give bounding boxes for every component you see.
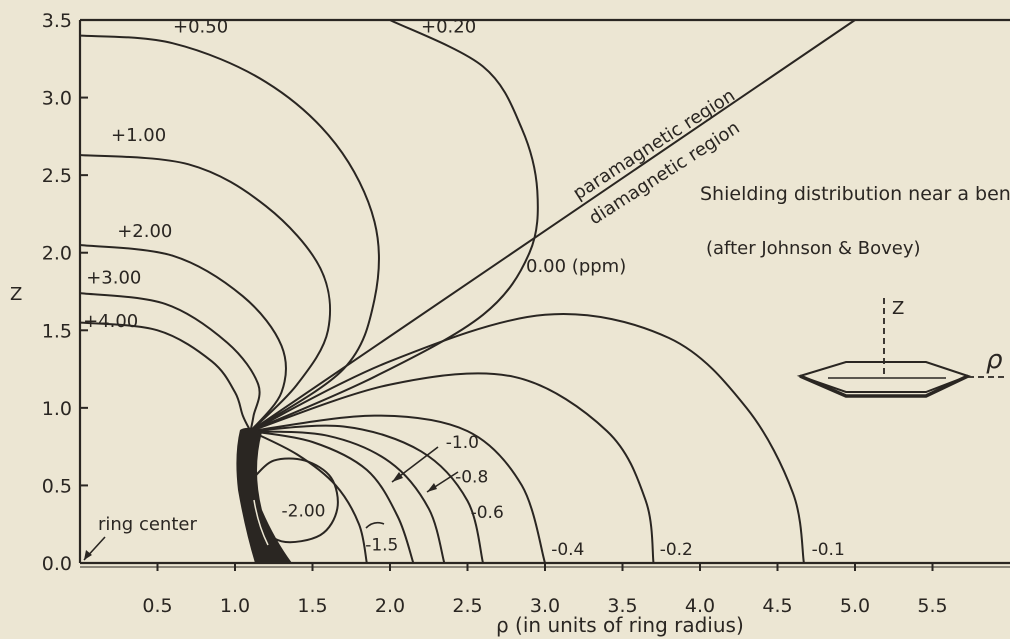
y-tick-label: 0.5 — [42, 475, 72, 497]
contour-line — [79, 321, 252, 432]
leader-minus-1-5 — [365, 521, 385, 529]
x-tick-label: 4.5 — [762, 595, 792, 617]
x-axis-title: ρ (in units of ring radius) — [496, 613, 744, 637]
contour-label: +4.00 — [83, 311, 138, 332]
y-tick-label: 3.0 — [42, 88, 72, 110]
contour-label: -0.4 — [551, 540, 584, 560]
x-tick-label: 5.5 — [917, 595, 947, 617]
inset-ring-bottom — [799, 374, 969, 398]
x-tick-label: 3.5 — [607, 595, 637, 617]
x-tick-label: 3.0 — [530, 595, 560, 617]
contour-line — [250, 414, 546, 564]
contour-curve-group: +0.20 +0.50 +1.00 +2.00 +3.00 +4.00 -0.1 -0.2 -0… — [79, 16, 856, 564]
chart-subtitle: (after Johnson & Bovey) — [706, 238, 921, 259]
leader-minus-1-0-head — [392, 472, 403, 482]
contour-label: -1.5 — [365, 536, 398, 556]
benzene-inset: Z ρ — [796, 298, 1004, 398]
contour-label: -2.00 — [282, 501, 326, 521]
contour-label: +0.20 — [421, 16, 476, 37]
contour-line — [250, 372, 655, 564]
x-tick-label: 1.5 — [297, 595, 327, 617]
ring-center-label: ring center — [98, 514, 197, 535]
x-tick-label: 5.0 — [840, 595, 870, 617]
x-tick-group: 0.5 1.0 1.5 2.0 2.5 3.0 3.5 4.0 4.5 5.0 5.5 — [142, 563, 948, 617]
x-tick-label: 2.0 — [375, 595, 405, 617]
chart-title: Shielding distribution near a benzene ri… — [700, 183, 1010, 205]
contour-line — [250, 313, 805, 564]
contour-line — [249, 19, 856, 432]
ring-center-arrowhead — [84, 550, 92, 560]
contour-line — [250, 430, 446, 564]
contour-line — [250, 424, 484, 564]
contour-label: +2.00 — [117, 221, 172, 242]
inset-z-label: Z — [892, 298, 904, 319]
y-tick-label: 2.5 — [42, 165, 72, 187]
contour-line — [250, 430, 415, 564]
x-tick-label: 2.5 — [452, 595, 482, 617]
zero-contour-label: 0.00 (ppm) — [526, 256, 626, 277]
chart-title-line: Shielding distribution near a benzene ri… — [700, 183, 1010, 205]
contour-label: +0.50 — [173, 16, 228, 37]
contour-line — [79, 292, 261, 432]
contour-line — [79, 34, 380, 432]
contour-label: +3.00 — [86, 268, 141, 289]
inset-rho-label: ρ — [986, 345, 1003, 375]
ring-edge-shading — [236, 427, 292, 563]
y-tick-label: 1.0 — [42, 398, 72, 420]
contour-line — [79, 244, 287, 432]
y-tick-label: 3.5 — [42, 10, 72, 32]
contour-label: -0.8 — [455, 467, 488, 487]
y-axis-title: Z — [10, 284, 22, 305]
ring-edge-highlight — [253, 499, 269, 546]
x-tick-label: 0.5 — [142, 595, 172, 617]
contour-label: -0.2 — [660, 540, 693, 560]
y-tick-label: 1.5 — [42, 320, 72, 342]
contour-line — [79, 154, 332, 432]
y-tick-group: 0.0 0.5 1.0 1.5 2.0 2.5 3.0 3.5 — [42, 10, 88, 575]
y-tick-label: 0.0 — [42, 553, 72, 575]
contour-line — [250, 19, 539, 433]
y-tick-label: 2.0 — [42, 243, 72, 265]
contour-label: -1.0 — [446, 433, 479, 453]
contour-label: -0.1 — [812, 540, 845, 560]
contour-label: -0.6 — [471, 503, 504, 523]
x-tick-label: 1.0 — [220, 595, 250, 617]
x-tick-label: 4.0 — [685, 595, 715, 617]
contour-label: +1.00 — [111, 125, 166, 146]
leader-minus-0-8-head — [427, 483, 437, 492]
